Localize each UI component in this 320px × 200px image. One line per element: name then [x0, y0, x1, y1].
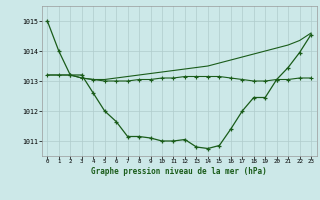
X-axis label: Graphe pression niveau de la mer (hPa): Graphe pression niveau de la mer (hPa) [91, 167, 267, 176]
